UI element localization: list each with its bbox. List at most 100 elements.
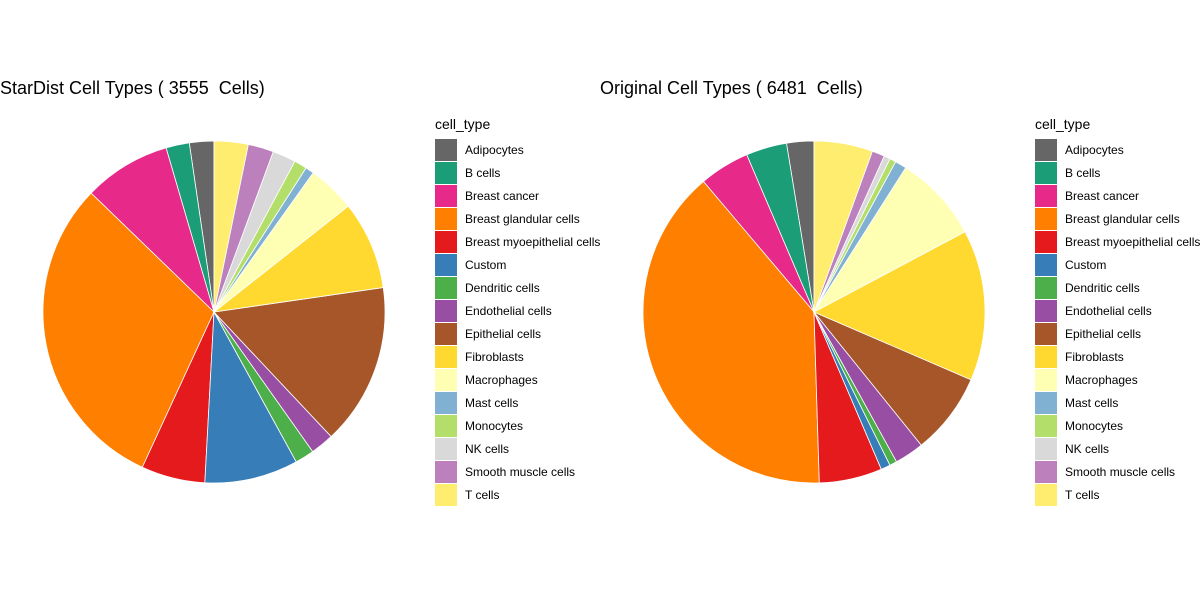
legend-item: NK cells bbox=[1035, 437, 1200, 460]
legend-item: Custom bbox=[1035, 253, 1200, 276]
pie-slice-breast-glandular-cells bbox=[42, 192, 215, 468]
legend-label: Custom bbox=[465, 257, 507, 272]
pie-slice-t-cells bbox=[813, 140, 873, 313]
pie-slice-epithelial-cells bbox=[213, 287, 386, 438]
legend-item: B cells bbox=[1035, 161, 1200, 184]
legend-item: Fibroblasts bbox=[435, 345, 600, 368]
legend-item: T cells bbox=[1035, 483, 1200, 506]
legend-swatch bbox=[435, 207, 457, 230]
pie-slice-custom bbox=[204, 310, 297, 484]
original-panel: Original Cell Types ( 6481 Cells) cell_t… bbox=[600, 0, 1200, 600]
legend-item: Monocytes bbox=[1035, 414, 1200, 437]
legend-item: NK cells bbox=[435, 437, 600, 460]
pie-slice-fibroblasts bbox=[813, 231, 986, 381]
legend-item: Macrophages bbox=[435, 368, 600, 391]
chart-title: Original Cell Types ( 6481 Cells) bbox=[600, 78, 863, 98]
legend-label: Endothelial cells bbox=[465, 303, 552, 318]
legend-label: Mast cells bbox=[1065, 395, 1119, 410]
legend-swatch bbox=[1035, 253, 1057, 276]
legend-swatch bbox=[1035, 368, 1057, 391]
legend-swatch bbox=[1035, 437, 1057, 460]
legend-swatch bbox=[435, 184, 457, 207]
legend-item: Breast cancer bbox=[435, 184, 600, 207]
legend-item: Adipocytes bbox=[435, 138, 600, 161]
legend-label: Fibroblasts bbox=[1065, 349, 1124, 364]
legend-swatch bbox=[435, 253, 457, 276]
legend-swatch bbox=[1035, 138, 1057, 161]
legend-swatch bbox=[435, 391, 457, 414]
legend-label: Breast glandular cells bbox=[1065, 211, 1180, 226]
pie-chart bbox=[42, 140, 386, 484]
pie-slice-macrophages bbox=[812, 167, 966, 314]
pie-chart bbox=[642, 140, 986, 484]
legend-label: NK cells bbox=[1065, 441, 1110, 456]
legend-label: Monocytes bbox=[465, 418, 524, 433]
legend-title: cell_type bbox=[1035, 116, 1091, 132]
legend-swatch bbox=[435, 414, 457, 437]
legend-item: Dendritic cells bbox=[435, 276, 600, 299]
legend-item: Mast cells bbox=[1035, 391, 1200, 414]
legend-item: Endothelial cells bbox=[1035, 299, 1200, 322]
legend-label: Epithelial cells bbox=[1065, 326, 1142, 341]
legend-swatch bbox=[435, 230, 457, 253]
legend-label: Custom bbox=[1065, 257, 1107, 272]
legend-swatch bbox=[435, 460, 457, 483]
legend-swatch bbox=[1035, 345, 1057, 368]
legend-label: Monocytes bbox=[1065, 418, 1124, 433]
pie-slice-breast-cancer bbox=[90, 147, 215, 314]
legend-swatch bbox=[1035, 322, 1057, 345]
legend-label: NK cells bbox=[465, 441, 510, 456]
legend-swatch bbox=[1035, 483, 1057, 506]
legend-swatch bbox=[435, 161, 457, 184]
pie-slice-t-cells bbox=[213, 140, 249, 313]
legend-swatch bbox=[1035, 276, 1057, 299]
legend-title: cell_type bbox=[435, 116, 491, 132]
legend-swatch bbox=[1035, 299, 1057, 322]
legend-swatch bbox=[435, 299, 457, 322]
legend-label: Breast cancer bbox=[1065, 188, 1140, 203]
legend-item: Adipocytes bbox=[1035, 138, 1200, 161]
legend-item: Custom bbox=[435, 253, 600, 276]
legend-label: Smooth muscle cells bbox=[1065, 464, 1176, 479]
legend-swatch bbox=[1035, 207, 1057, 230]
legend-swatch bbox=[1035, 414, 1057, 437]
chart-title: StarDist Cell Types ( 3555 Cells) bbox=[0, 78, 265, 98]
legend-label: Breast glandular cells bbox=[465, 211, 580, 226]
legend-label: Breast myoepithelial cells bbox=[1065, 234, 1200, 249]
legend-item: Breast glandular cells bbox=[1035, 207, 1200, 230]
legend-label: Epithelial cells bbox=[465, 326, 542, 341]
legend-label: Macrophages bbox=[465, 372, 538, 387]
legend-swatch bbox=[435, 276, 457, 299]
legend-item: Fibroblasts bbox=[1035, 345, 1200, 368]
legend-label: Endothelial cells bbox=[1065, 303, 1152, 318]
legend: cell_type Adipocytes B cells Breast cancer… bbox=[435, 116, 600, 506]
legend-item: Mast cells bbox=[435, 391, 600, 414]
legend-items: Adipocytes B cells Breast cancer Breast gla… bbox=[435, 138, 600, 506]
legend-label: Mast cells bbox=[465, 395, 519, 410]
legend-swatch bbox=[1035, 391, 1057, 414]
legend-swatch bbox=[435, 437, 457, 460]
legend-item: Macrophages bbox=[1035, 368, 1200, 391]
pie-slice-breast-glandular-cells bbox=[642, 180, 820, 484]
legend-swatch bbox=[1035, 460, 1057, 483]
legend-item: Breast cancer bbox=[1035, 184, 1200, 207]
legend-item: Epithelial cells bbox=[435, 322, 600, 345]
legend-label: Dendritic cells bbox=[1065, 280, 1140, 295]
legend-label: B cells bbox=[1065, 165, 1101, 180]
legend-swatch bbox=[435, 368, 457, 391]
legend-label: T cells bbox=[1065, 487, 1100, 502]
legend-swatch bbox=[1035, 161, 1057, 184]
legend-item: Dendritic cells bbox=[1035, 276, 1200, 299]
legend-label: Dendritic cells bbox=[465, 280, 540, 295]
legend-swatch bbox=[1035, 230, 1057, 253]
legend-swatch bbox=[435, 483, 457, 506]
legend-item: T cells bbox=[435, 483, 600, 506]
legend-swatch bbox=[1035, 184, 1057, 207]
legend-label: Adipocytes bbox=[465, 142, 524, 157]
legend-item: Smooth muscle cells bbox=[1035, 460, 1200, 483]
legend-item: Breast myoepithelial cells bbox=[1035, 230, 1200, 253]
legend-label: Breast cancer bbox=[465, 188, 540, 203]
legend-label: T cells bbox=[465, 487, 500, 502]
legend-item: Smooth muscle cells bbox=[435, 460, 600, 483]
legend-item: Breast glandular cells bbox=[435, 207, 600, 230]
